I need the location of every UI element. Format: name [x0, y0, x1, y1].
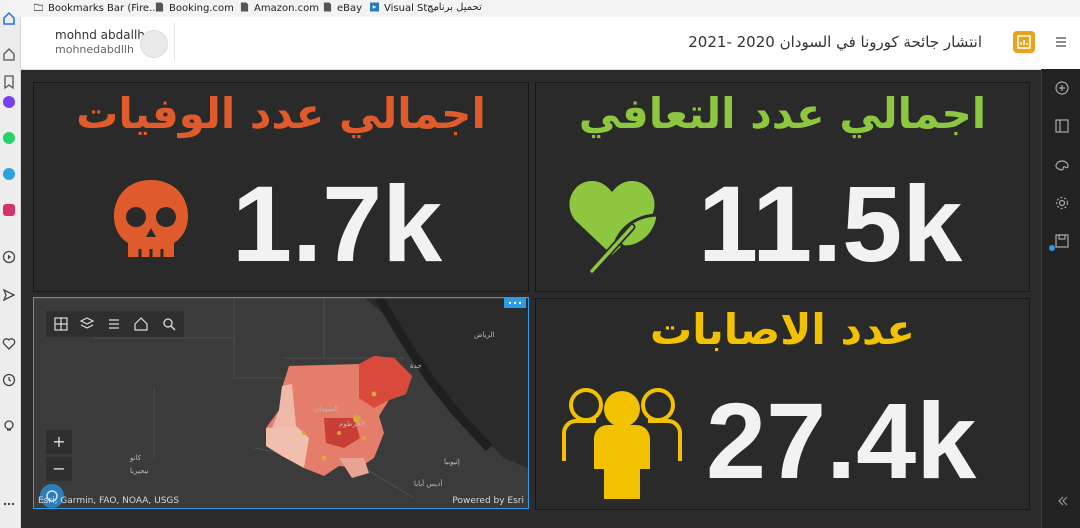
unsaved-dot-icon	[1049, 245, 1055, 251]
map-label-nigeria: نيجيريا	[130, 467, 149, 475]
map-canvas[interactable]	[34, 298, 528, 508]
map-label-riyadh: الرياض	[474, 331, 495, 339]
cases-title: عدد الاصابات	[650, 305, 915, 354]
skull-icon	[114, 180, 188, 257]
heart-icon[interactable]	[2, 337, 16, 351]
qr-scan-icon[interactable]	[50, 313, 72, 335]
messenger-icon[interactable]	[2, 95, 16, 109]
page-icon	[240, 2, 249, 12]
whatsapp-icon[interactable]	[2, 131, 16, 145]
right-toolbar	[1041, 69, 1080, 528]
folder-icon	[34, 3, 43, 12]
bookmark-icon[interactable]	[2, 75, 16, 89]
instagram-icon[interactable]	[2, 203, 16, 217]
user-name: mohnd abdallh	[55, 28, 145, 42]
zoom-in-button[interactable]: +	[46, 430, 72, 454]
panel-options-icon[interactable]	[504, 298, 526, 308]
search-icon[interactable]	[158, 313, 180, 335]
recoveries-title: اجمالي عدد التعافي	[578, 89, 987, 138]
user-handle: mohnedabdllh	[55, 43, 134, 56]
deaths-value: 1.7k	[232, 163, 443, 284]
bookmarks-bar: Bookmarks Bar (Fire... Booking.com Amazo…	[0, 0, 1080, 18]
map-label-ethiopia: إثيوبيا	[444, 458, 460, 466]
add-icon[interactable]	[1054, 80, 1070, 96]
page-title: انتشار جائحة كورونا في السودان 2020 -202…	[688, 33, 982, 51]
bookmark-amazon[interactable]: Amazon.com	[240, 2, 319, 14]
clock-icon[interactable]	[2, 373, 16, 387]
send-icon[interactable]	[2, 288, 16, 302]
home-icon[interactable]	[2, 11, 16, 25]
map-powered-by[interactable]: Powered by Esri	[452, 496, 524, 506]
map-label-kano: كانو	[130, 454, 142, 462]
hamburger-menu-icon[interactable]	[1054, 35, 1068, 49]
dashboard-header: mohnd abdallh mohnedabdllh انتشار جائحة …	[21, 17, 1080, 70]
map-panel[interactable]: الرياض جدة السودان الخرطوم أديس أبابا إث…	[33, 297, 529, 509]
map-label-khartoum: الخرطوم	[339, 420, 365, 428]
page-icon	[155, 2, 164, 12]
zoom-out-button[interactable]: −	[46, 457, 72, 481]
lightbulb-icon[interactable]	[2, 419, 16, 433]
map-label-jeddah: جدة	[410, 362, 422, 370]
layout-icon[interactable]	[1054, 118, 1070, 134]
locate-button-icon[interactable]	[38, 482, 68, 508]
map-label-sudan: السودان	[314, 405, 339, 413]
page-icon	[323, 2, 332, 12]
save-icon[interactable]	[1054, 233, 1070, 249]
bookmark-download-program[interactable]: تحميل برنامج	[427, 2, 482, 13]
dashboard-logo-icon	[1013, 31, 1035, 53]
cases-value: 27.4k	[706, 380, 977, 501]
player-icon[interactable]	[2, 250, 16, 264]
visual-studio-icon	[370, 2, 379, 12]
home-outline-icon[interactable]	[2, 47, 16, 61]
people-icon	[562, 388, 682, 499]
legend-list-icon[interactable]	[103, 313, 125, 335]
map-attribution: Esri, Garmin, FAO, NOAA, USGS	[38, 496, 180, 506]
deaths-title: اجمالي عدد الوفيات	[76, 89, 486, 138]
recoveries-value: 11.5k	[698, 163, 963, 284]
heart-leaf-icon	[569, 181, 660, 273]
deaths-indicator-panel[interactable]: اجمالي عدد الوفيات 1.7k	[33, 82, 529, 292]
bookmark-booking[interactable]: Booking.com	[155, 2, 234, 14]
bookmark-visual-studio[interactable]: Visual St...	[370, 2, 437, 14]
settings-gear-icon[interactable]	[1054, 195, 1070, 211]
browser-sidebar	[0, 11, 21, 528]
cases-indicator-panel[interactable]: عدد الاصابات 27.4k	[535, 298, 1030, 510]
map-toolbar	[46, 311, 184, 337]
map-label-addis-ababa: أديس أبابا	[414, 480, 443, 488]
header-divider	[174, 23, 175, 61]
layers-icon[interactable]	[76, 313, 98, 335]
collapse-chevron-icon[interactable]	[1054, 493, 1070, 509]
avatar[interactable]	[140, 30, 168, 58]
home-extent-icon[interactable]	[130, 313, 152, 335]
telegram-icon[interactable]	[2, 167, 16, 181]
recoveries-indicator-panel[interactable]: اجمالي عدد التعافي 11.5k	[535, 82, 1030, 292]
bookmark-folder-firefox[interactable]: Bookmarks Bar (Fire...	[34, 2, 159, 14]
more-icon[interactable]	[2, 497, 16, 511]
theme-palette-icon[interactable]	[1054, 157, 1070, 173]
bookmark-ebay[interactable]: eBay	[323, 2, 362, 14]
